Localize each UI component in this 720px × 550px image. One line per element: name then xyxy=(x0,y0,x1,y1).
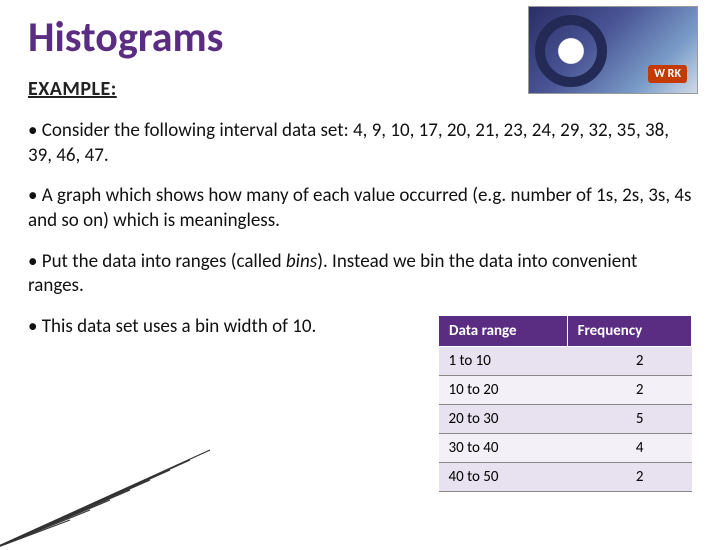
cell-range: 20 to 30 xyxy=(439,405,568,434)
bins-term: bins xyxy=(286,250,317,273)
cell-range: 30 to 40 xyxy=(439,434,568,463)
table-row: 20 to 30 5 xyxy=(439,405,692,434)
logo-work-text: W RK xyxy=(648,65,687,83)
cell-range: 10 to 20 xyxy=(439,376,568,405)
cell-range: 40 to 50 xyxy=(439,463,568,492)
bottom-row: • This data set uses a bin width of 10. … xyxy=(28,315,692,492)
cell-freq: 2 xyxy=(567,347,691,376)
bullet-data-set: • Consider the following interval data s… xyxy=(28,119,692,168)
bullet-bin-width: • This data set uses a bin width of 10. xyxy=(28,315,418,340)
frequency-table: Data range Frequency 1 to 10 2 10 to 20 … xyxy=(438,315,692,492)
logo-ring-icon xyxy=(535,15,607,87)
bullet-meaningless: • A graph which shows how many of each v… xyxy=(28,184,692,233)
table-row: 30 to 40 4 xyxy=(439,434,692,463)
table-row: 1 to 10 2 xyxy=(439,347,692,376)
col-data-range: Data range xyxy=(439,316,568,347)
bullet-bins-pre: • Put the data into ranges (called xyxy=(28,250,286,273)
table-row: 10 to 20 2 xyxy=(439,376,692,405)
col-frequency: Frequency xyxy=(567,316,691,347)
table-row: 40 to 50 2 xyxy=(439,463,692,492)
slide: W RK Histograms EXAMPLE: • Consider the … xyxy=(0,0,720,540)
cell-freq: 4 xyxy=(567,434,691,463)
cell-freq: 5 xyxy=(567,405,691,434)
cell-freq: 2 xyxy=(567,463,691,492)
cell-freq: 2 xyxy=(567,376,691,405)
logo-badge: W RK xyxy=(528,6,698,94)
bullet-bins: • Put the data into ranges (called bins)… xyxy=(28,250,692,299)
table-header-row: Data range Frequency xyxy=(439,316,692,347)
cell-range: 1 to 10 xyxy=(439,347,568,376)
